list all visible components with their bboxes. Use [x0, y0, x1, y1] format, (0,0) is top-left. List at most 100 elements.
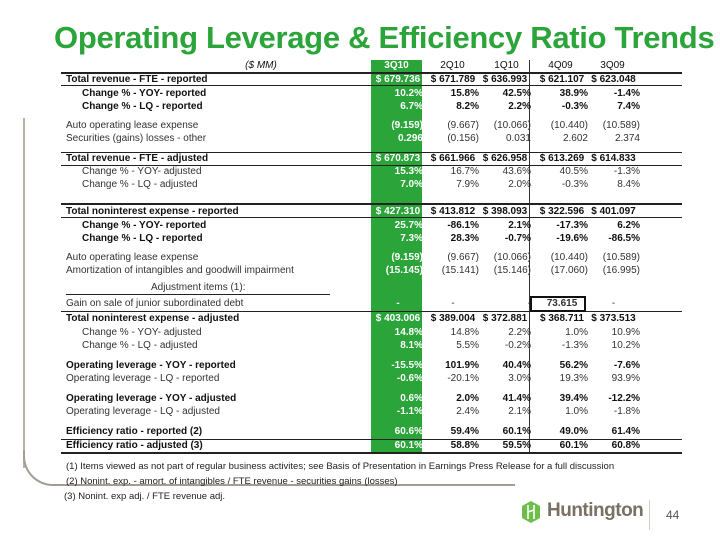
cell-3q09: $ 614.833 [591, 153, 636, 164]
row-label: Change % - LQ - reported [82, 101, 203, 112]
cell-3q10: $ 679.736 [375, 74, 421, 85]
cell-1q10: 60.1% [502, 426, 531, 437]
cell-4q09: 19.3% [559, 373, 588, 384]
cell-3q10: $ 403.006 [375, 313, 421, 324]
slide-title: Operating Leverage & Efficiency Ratio Tr… [54, 20, 715, 55]
cell-2q10: 8.2% [456, 101, 479, 112]
cell-3q10: -1.1% [396, 406, 423, 417]
cell-2q10: $ 671.789 [430, 74, 476, 85]
table-row: Change % - YOY- adjusted 14.8% 14.8% 2.2… [61, 326, 681, 340]
cell-2q10: (15.141) [441, 265, 479, 276]
cell-3q09: -7.6% [613, 360, 640, 371]
cell-2q10: $ 413.812 [430, 206, 476, 217]
cell-4q09: 56.2% [559, 360, 588, 371]
cell-3q10: 60.1% [394, 440, 423, 451]
row-label: Change % - LQ - adjusted [82, 340, 198, 351]
cell-4q09: -0.3% [561, 179, 588, 190]
table-row: Operating leverage - LQ - reported -0.6%… [61, 372, 681, 386]
cell-4q09: $ 322.596 [539, 206, 585, 217]
cell-4q09: 49.0% [559, 426, 588, 437]
row-label: Efficiency ratio - adjusted (3) [66, 440, 203, 451]
cell-3q10: 0.6% [400, 393, 423, 404]
cell-4q09: 60.1% [559, 440, 588, 451]
table-header: ($ MM) 3Q10 2Q10 1Q10 4Q09 3Q09 [61, 60, 681, 73]
table-row: Operating leverage - YOY - reported -15.… [61, 359, 681, 373]
row-label: Total noninterest expense - reported [66, 206, 239, 217]
cell-1q10: -0.2% [504, 340, 531, 351]
cell-4q09: 73.615 [546, 298, 578, 309]
cell-3q09: - [611, 298, 616, 309]
table-row: Change % - LQ - adjusted 8.1% 5.5% -0.2%… [61, 339, 681, 353]
highlight-column-3q10 [371, 60, 422, 453]
cell-3q10: 15.3% [394, 166, 423, 177]
cell-4q09: 38.9% [559, 88, 588, 99]
cell-3q09: 6.2% [617, 220, 640, 231]
cell-1q10: 0.031 [505, 133, 531, 144]
footnote-1: (1) Items viewed as not part of regular … [66, 461, 615, 472]
footnote-2: (2) Nonint. exp. - amort. of intangibles… [66, 476, 398, 487]
cell-3q10: 60.6% [394, 426, 423, 437]
cell-2q10: (9.667) [447, 120, 479, 131]
table-row: Operating leverage - YOY - adjusted 0.6%… [61, 392, 681, 406]
table-row: Gain on sale of junior subordinated debt… [61, 297, 681, 311]
cell-4q09: 39.4% [559, 393, 588, 404]
cell-2q10: -20.1% [447, 373, 479, 384]
cell-3q10: 6.7% [400, 101, 423, 112]
slide-frame-bottom [60, 484, 515, 486]
table-row: Total revenue - FTE - reported $ 679.736… [61, 73, 681, 87]
row-label: Change % - LQ - reported [82, 233, 203, 244]
cell-4q09: -17.3% [556, 220, 588, 231]
cell-1q10: $ 626.958 [482, 153, 528, 164]
row-label: Change % - YOY- reported [82, 220, 207, 231]
cell-4q09: 2.602 [562, 133, 588, 144]
cell-1q10: 2.1% [508, 406, 531, 417]
rule [61, 217, 682, 218]
table-row: Change % - LQ - reported 6.7% 8.2% 2.2% … [61, 100, 681, 114]
rule [61, 152, 682, 153]
rule [61, 85, 682, 86]
cell-3q09: (10.589) [602, 120, 640, 131]
cell-3q09: (10.589) [602, 252, 640, 263]
cell-1q10: 2.2% [508, 101, 531, 112]
table-row: Auto operating lease expense (9.159) (9.… [61, 251, 681, 265]
cell-4q09: $ 613.269 [539, 153, 585, 164]
cell-4q09: -0.3% [561, 101, 588, 112]
brand-name: Huntington [547, 500, 644, 521]
cell-1q10: (15.146) [493, 265, 531, 276]
row-label: Operating leverage - LQ - reported [66, 373, 220, 384]
row-label: Operating leverage - YOY - adjusted [66, 393, 237, 404]
cell-4q09: (17.060) [550, 265, 588, 276]
row-label: Efficiency ratio - reported (2) [66, 426, 203, 437]
huntington-logo-icon [522, 501, 540, 523]
cell-1q10: $ 372.881 [482, 313, 528, 324]
cell-2q10: $ 661.966 [430, 153, 476, 164]
row-label: Total revenue - FTE - adjusted [66, 153, 209, 164]
table-row: Change % - LQ - reported 7.3% 28.3% -0.7… [61, 232, 681, 246]
cell-1q10: 2.1% [508, 220, 531, 231]
cell-4q09: 1.0% [565, 406, 588, 417]
row-label: Amortization of intangibles and goodwill… [66, 265, 294, 276]
cell-2q10: 5.5% [456, 340, 479, 351]
cell-2q10: $ 389.004 [430, 313, 476, 324]
cell-3q10: 10.2% [394, 88, 423, 99]
cell-3q10: 7.0% [400, 179, 423, 190]
slide-frame-corner [23, 450, 63, 486]
row-label: Change % - LQ - adjusted [82, 179, 198, 190]
row-label: Operating leverage - YOY - reported [66, 360, 236, 371]
cell-4q09: $ 621.107 [539, 74, 585, 85]
rule [61, 72, 682, 74]
cell-3q09: -86.5% [608, 233, 640, 244]
cell-2q10: -86.1% [447, 220, 479, 231]
cell-2q10: 59.4% [450, 426, 479, 437]
cell-3q10: (15.145) [385, 265, 423, 276]
cell-4q09: -19.6% [556, 233, 588, 244]
cell-3q09: -1.4% [613, 88, 640, 99]
rule [61, 439, 682, 440]
units-label: ($ MM) [245, 60, 277, 71]
footer-divider [649, 500, 650, 530]
cell-3q09: $ 373.513 [591, 313, 636, 324]
table-row: Total noninterest expense - adjusted $ 4… [61, 312, 681, 326]
cell-1q10: 3.0% [508, 373, 531, 384]
table-row: Change % - YOY- reported 10.2% 15.8% 42.… [61, 87, 681, 101]
cell-3q09: 2.374 [614, 133, 640, 144]
